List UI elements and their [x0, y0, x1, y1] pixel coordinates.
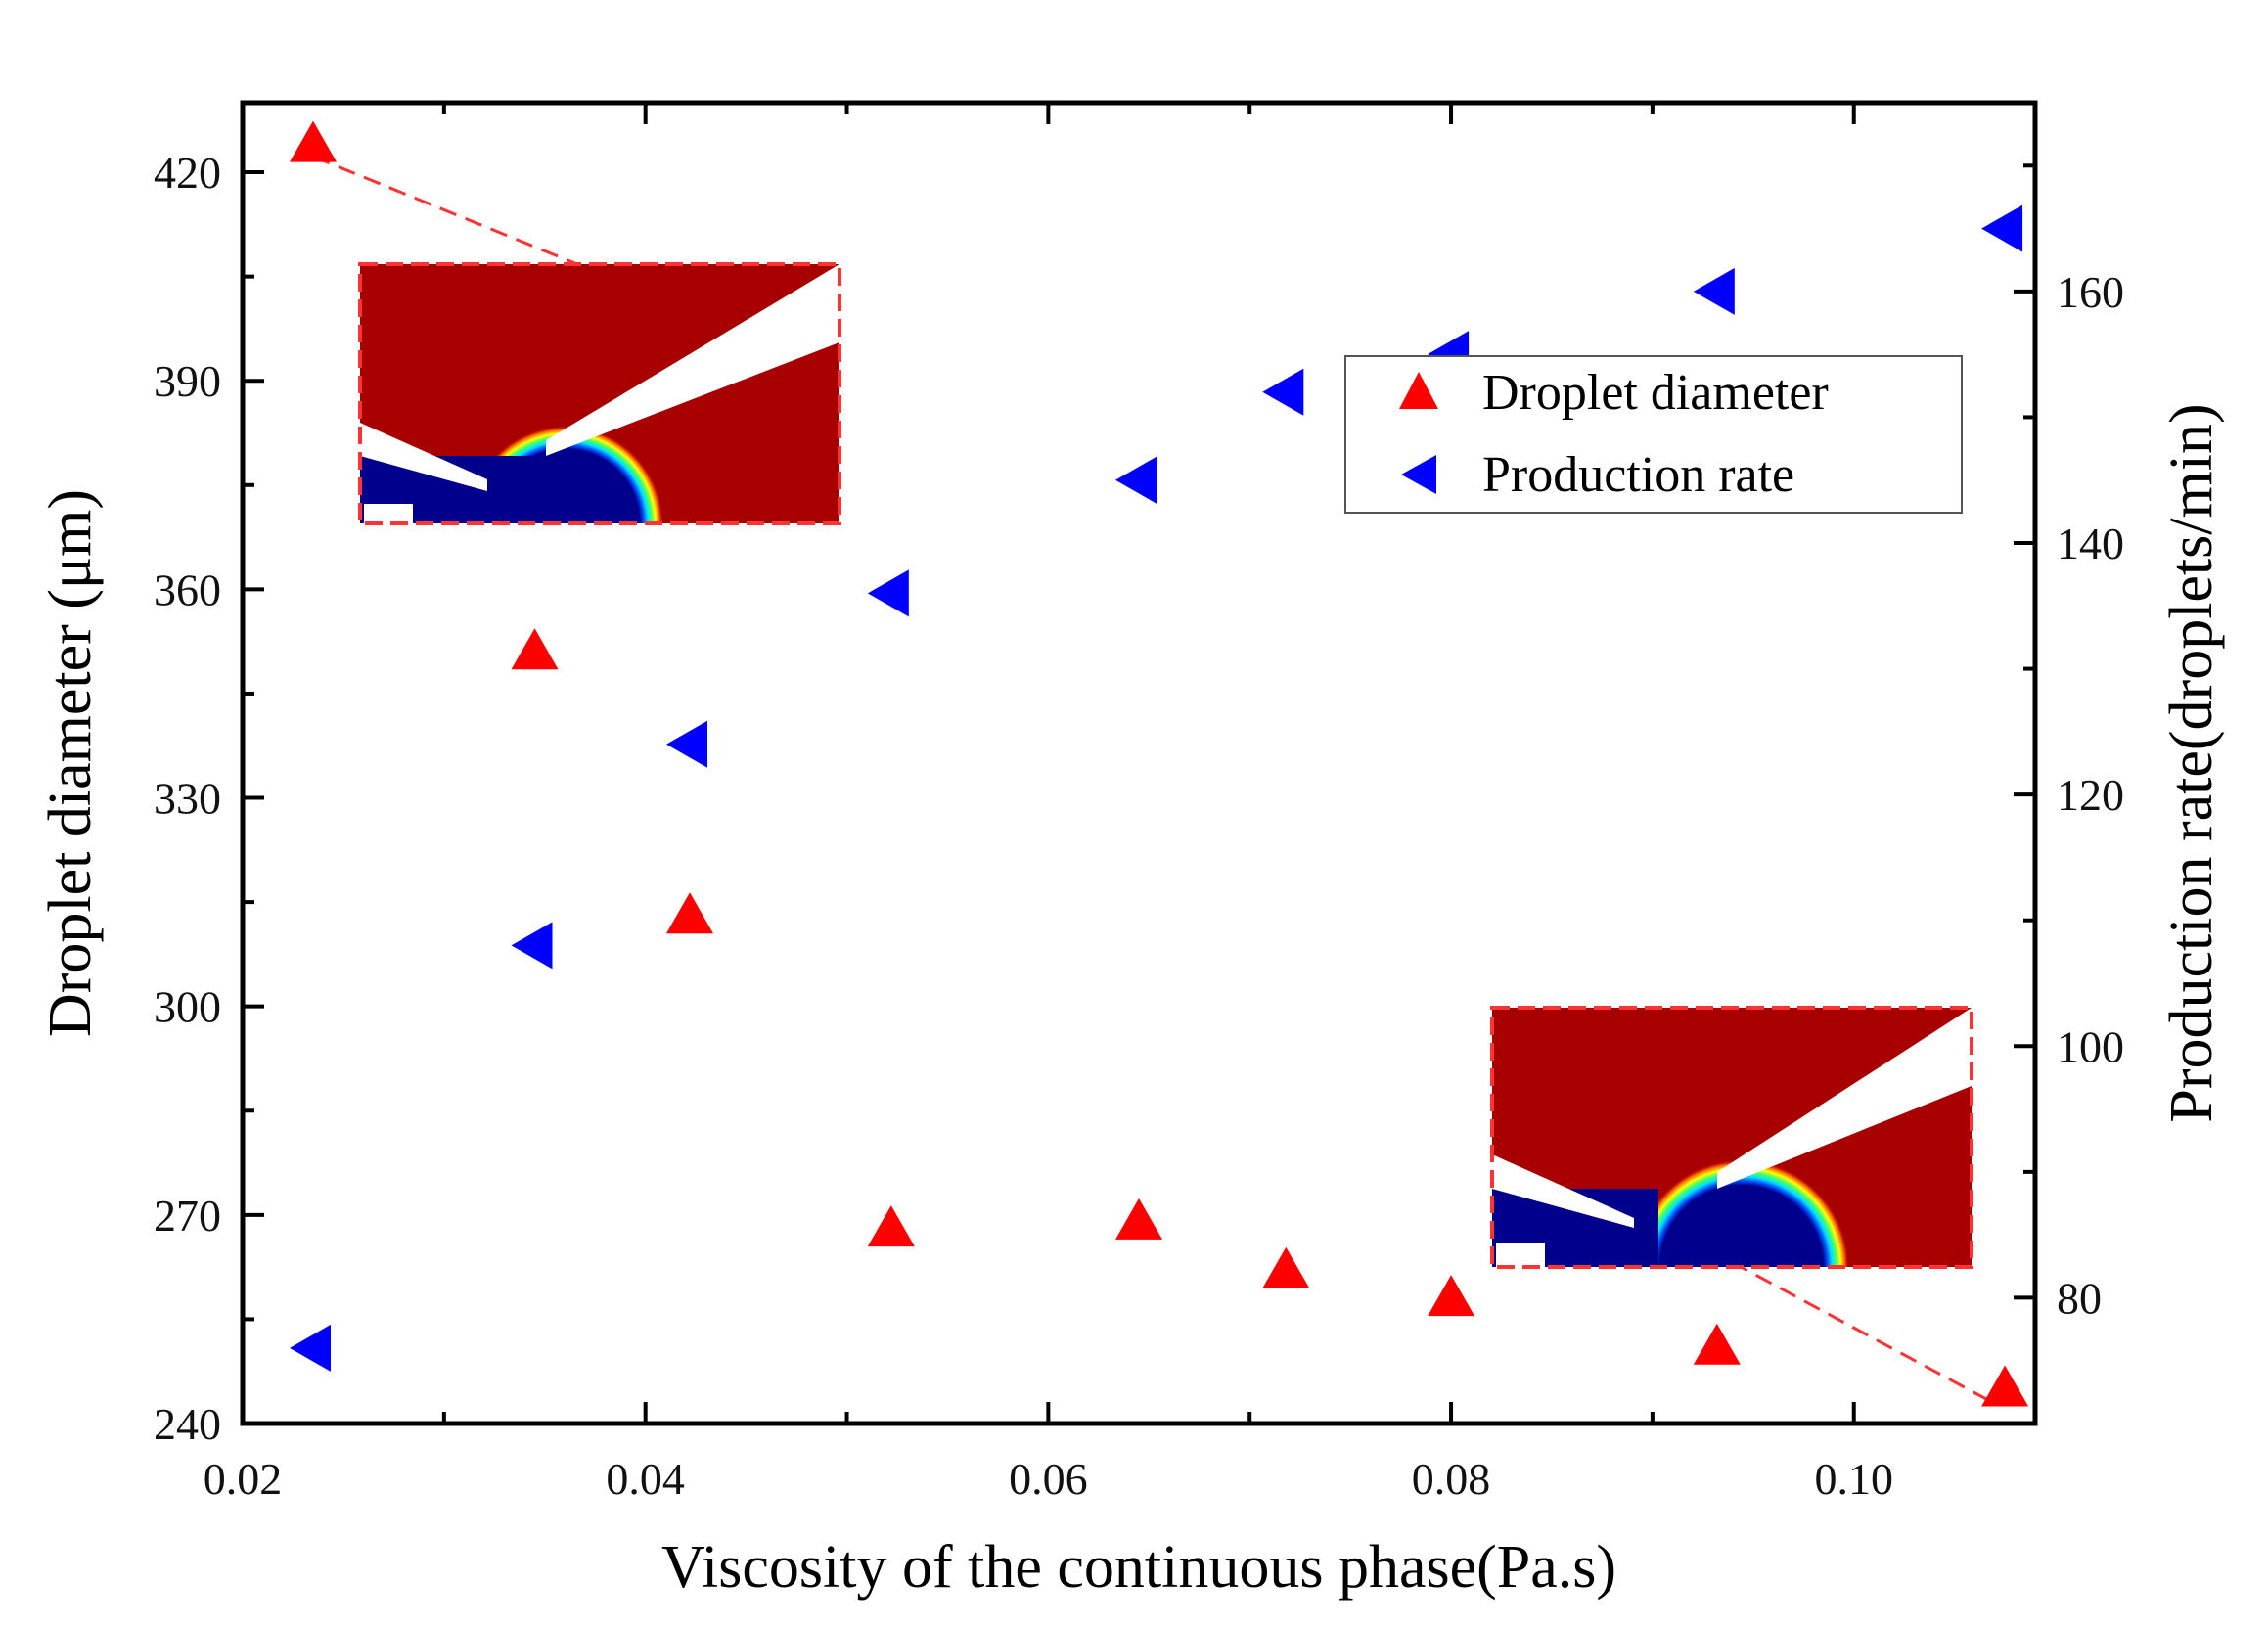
y2-tick-label: 160	[2057, 267, 2124, 317]
data-marks	[290, 120, 2029, 1407]
inset-connector-high	[1731, 1260, 1987, 1401]
y-axis-title: Droplet diameter (μm)	[37, 489, 104, 1037]
legend-box	[1344, 355, 1963, 514]
y-tick-label: 300	[154, 982, 221, 1032]
legend-label-production-rate: Production rate	[1482, 447, 1794, 503]
droplet-diameter-point	[1981, 1365, 2029, 1407]
production-rate-point	[1262, 368, 1304, 416]
y-tick-label: 240	[154, 1399, 221, 1449]
plot-frame	[240, 100, 2038, 1426]
simulation-inset-low-viscosity	[358, 262, 841, 525]
y2-tick-label: 140	[2057, 519, 2124, 568]
y-tick-label: 360	[154, 565, 221, 614]
production-rate-point	[1693, 267, 1735, 315]
legend-label-droplet-diameter: Droplet diameter	[1482, 365, 1829, 421]
y2-axis-title: Production rate(droplets/min)	[2158, 403, 2225, 1122]
x-tick-label: 0.02	[204, 1454, 283, 1504]
production-rate-point	[666, 720, 707, 768]
x-tick-label: 0.08	[1412, 1454, 1491, 1504]
production-rate-point	[867, 569, 909, 617]
droplet-diameter-point	[511, 628, 559, 670]
droplet-diameter-point	[290, 120, 337, 162]
droplet-diameter-point	[666, 892, 713, 934]
y-tick-label: 390	[154, 356, 221, 406]
y-tick-label: 330	[154, 774, 221, 824]
legend-marker-production-rate	[1401, 455, 1436, 494]
x-tick-label: 0.04	[606, 1454, 685, 1504]
x-axis-title: Viscosity of the continuous phase(Pa.s)	[661, 1534, 1616, 1601]
simulation-inset-high-viscosity	[1490, 1006, 1973, 1269]
y2-tick-label: 80	[2057, 1273, 2102, 1323]
legend-marker-droplet-diameter	[1399, 372, 1438, 409]
x-tick-label: 0.06	[1009, 1454, 1088, 1504]
production-rate-point	[1115, 456, 1157, 504]
production-rate-point	[511, 922, 553, 970]
droplet-diameter-point	[1115, 1198, 1162, 1240]
axis-ticks: 0.02 0.04 0.06 0.08 0.10 240 270 300 330 360 390 42…	[154, 103, 2124, 1504]
production-rate-point	[1981, 204, 2023, 252]
inset-connector-low	[312, 155, 578, 266]
x-tick-label: 0.10	[1814, 1454, 1893, 1504]
droplet-diameter-point	[1693, 1323, 1741, 1365]
y2-tick-label: 100	[2057, 1021, 2124, 1071]
legend: Droplet diameter Production rate	[1344, 355, 1963, 514]
production-rate-point	[290, 1324, 331, 1372]
y-tick-label: 420	[154, 148, 221, 198]
droplet-diameter-point	[867, 1205, 915, 1247]
droplet-diameter-point	[1428, 1275, 1475, 1317]
y2-tick-label: 120	[2057, 770, 2124, 820]
droplet-diameter-point	[1262, 1246, 1310, 1288]
y-tick-label: 270	[154, 1191, 221, 1241]
